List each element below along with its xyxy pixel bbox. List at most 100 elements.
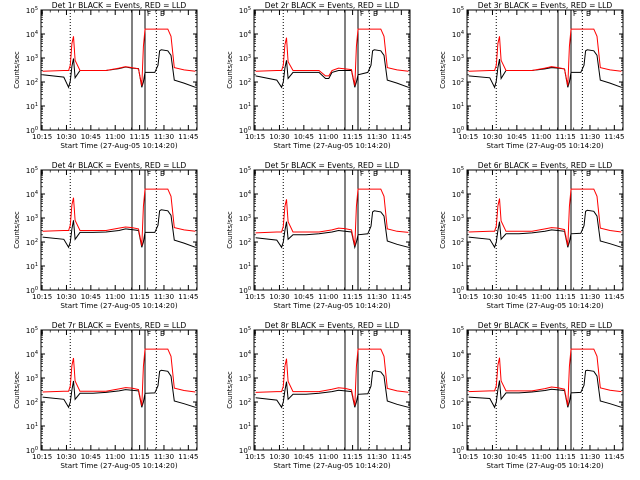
- y-tick-label: 105: [452, 326, 464, 335]
- x-tick-label: 11:45: [604, 133, 624, 141]
- y-tick-label: 100: [26, 126, 38, 135]
- x-tick-label: 11:15: [342, 453, 362, 461]
- marker-label-e: E: [586, 330, 590, 338]
- x-tick-label: 10:15: [458, 453, 478, 461]
- marker-label-e: E: [586, 10, 590, 18]
- panel-title: Det 3r BLACK = Events, RED = LLD: [478, 1, 613, 10]
- panel-title: Det 2r BLACK = Events, RED = LLD: [265, 1, 400, 10]
- y-tick-label: 100: [452, 126, 464, 135]
- y-tick-label: 103: [26, 214, 38, 223]
- panel-det-9r: Det 9r BLACK = Events, RED = LLD 100 101 10…: [439, 321, 624, 470]
- x-tick-label: 11:00: [531, 293, 551, 301]
- x-tick-label: 10:45: [507, 293, 527, 301]
- y-tick-label: 103: [26, 54, 38, 63]
- series-events-line: [468, 369, 622, 409]
- x-tick-label: 10:15: [458, 133, 478, 141]
- y-tick-label: 100: [26, 286, 38, 295]
- marker-label-f: F: [147, 170, 151, 178]
- marker-label-f: F: [147, 330, 151, 338]
- y-tick-label: 103: [239, 54, 251, 63]
- x-tick-label: 11:00: [318, 133, 338, 141]
- x-tick-label: 11:45: [391, 133, 411, 141]
- x-axis-label: Start Time (27-Aug-05 10:14:20): [273, 461, 390, 470]
- y-axis-label: Counts/sec: [439, 371, 447, 409]
- x-tick-label: 11:30: [580, 293, 600, 301]
- x-tick-label: 11:00: [105, 293, 125, 301]
- x-tick-label: 10:45: [294, 453, 314, 461]
- y-tick-label: 105: [239, 326, 251, 335]
- series-events-line: [255, 370, 409, 409]
- x-tick-label: 11:45: [178, 293, 198, 301]
- x-tick-label: 11:45: [178, 453, 198, 461]
- x-tick-label: 11:15: [129, 453, 149, 461]
- x-tick-label: 11:30: [367, 133, 387, 141]
- x-tick-label: 11:30: [154, 133, 174, 141]
- y-tick-label: 103: [452, 374, 464, 383]
- y-tick-label: 104: [26, 190, 38, 199]
- marker-label-e: E: [160, 330, 164, 338]
- x-tick-label: 10:30: [482, 293, 502, 301]
- series-lld-line: [468, 348, 622, 406]
- x-tick-label: 10:30: [482, 453, 502, 461]
- y-tick-label: 101: [239, 422, 251, 431]
- x-tick-label: 10:45: [294, 293, 314, 301]
- series-events-line: [42, 369, 196, 409]
- series-lld-line: [42, 188, 196, 246]
- x-tick-label: 11:30: [367, 293, 387, 301]
- series-events-line: [255, 49, 409, 89]
- series-lld-line: [42, 348, 196, 406]
- x-tick-label: 11:30: [580, 133, 600, 141]
- y-tick-label: 102: [26, 398, 38, 407]
- plot-frame: [253, 9, 411, 131]
- panel-title: Det 8r BLACK = Events, RED = LLD: [265, 321, 400, 330]
- y-tick-label: 102: [239, 238, 251, 247]
- plot-frame: [40, 9, 198, 131]
- x-tick-label: 10:30: [56, 293, 76, 301]
- series-lld-line: [255, 188, 409, 246]
- x-tick-label: 11:15: [342, 293, 362, 301]
- y-tick-label: 103: [239, 214, 251, 223]
- marker-label-f: F: [573, 170, 577, 178]
- y-axis-label: Counts/sec: [439, 211, 447, 249]
- y-tick-label: 105: [452, 6, 464, 15]
- x-tick-label: 11:00: [105, 453, 125, 461]
- y-tick-label: 102: [452, 78, 464, 87]
- x-tick-label: 10:30: [269, 293, 289, 301]
- y-tick-label: 101: [452, 102, 464, 111]
- x-tick-label: 10:15: [32, 293, 52, 301]
- x-tick-label: 10:30: [56, 453, 76, 461]
- series-events-line: [468, 209, 622, 249]
- series-lld-line: [255, 28, 409, 86]
- y-tick-label: 105: [452, 166, 464, 175]
- x-tick-label: 10:45: [507, 133, 527, 141]
- panel-title: Det 6r BLACK = Events, RED = LLD: [478, 161, 613, 170]
- y-tick-label: 105: [26, 166, 38, 175]
- marker-label-e: E: [160, 170, 164, 178]
- plot-frame: [40, 169, 198, 291]
- x-tick-label: 10:30: [269, 133, 289, 141]
- plot-frame: [466, 329, 624, 451]
- panel-title: Det 4r BLACK = Events, RED = LLD: [52, 161, 187, 170]
- y-tick-label: 103: [452, 214, 464, 223]
- series-lld-line: [468, 28, 622, 86]
- x-axis-label: Start Time (27-Aug-05 10:14:20): [486, 301, 603, 310]
- x-tick-label: 10:30: [269, 453, 289, 461]
- y-tick-label: 100: [239, 286, 251, 295]
- series-events-line: [42, 209, 196, 249]
- x-tick-label: 11:15: [555, 453, 575, 461]
- x-tick-label: 10:45: [81, 133, 101, 141]
- x-tick-label: 11:15: [129, 133, 149, 141]
- marker-label-e: E: [373, 330, 377, 338]
- x-tick-label: 11:30: [367, 453, 387, 461]
- y-axis-label: Counts/sec: [226, 211, 234, 249]
- x-tick-label: 10:45: [81, 293, 101, 301]
- y-tick-label: 100: [239, 126, 251, 135]
- y-axis-label: Counts/sec: [226, 371, 234, 409]
- x-tick-label: 11:15: [129, 293, 149, 301]
- y-tick-label: 105: [26, 326, 38, 335]
- x-tick-label: 10:15: [32, 133, 52, 141]
- y-tick-label: 103: [26, 374, 38, 383]
- marker-label-e: E: [586, 170, 590, 178]
- x-tick-label: 11:45: [391, 293, 411, 301]
- x-tick-label: 11:00: [105, 133, 125, 141]
